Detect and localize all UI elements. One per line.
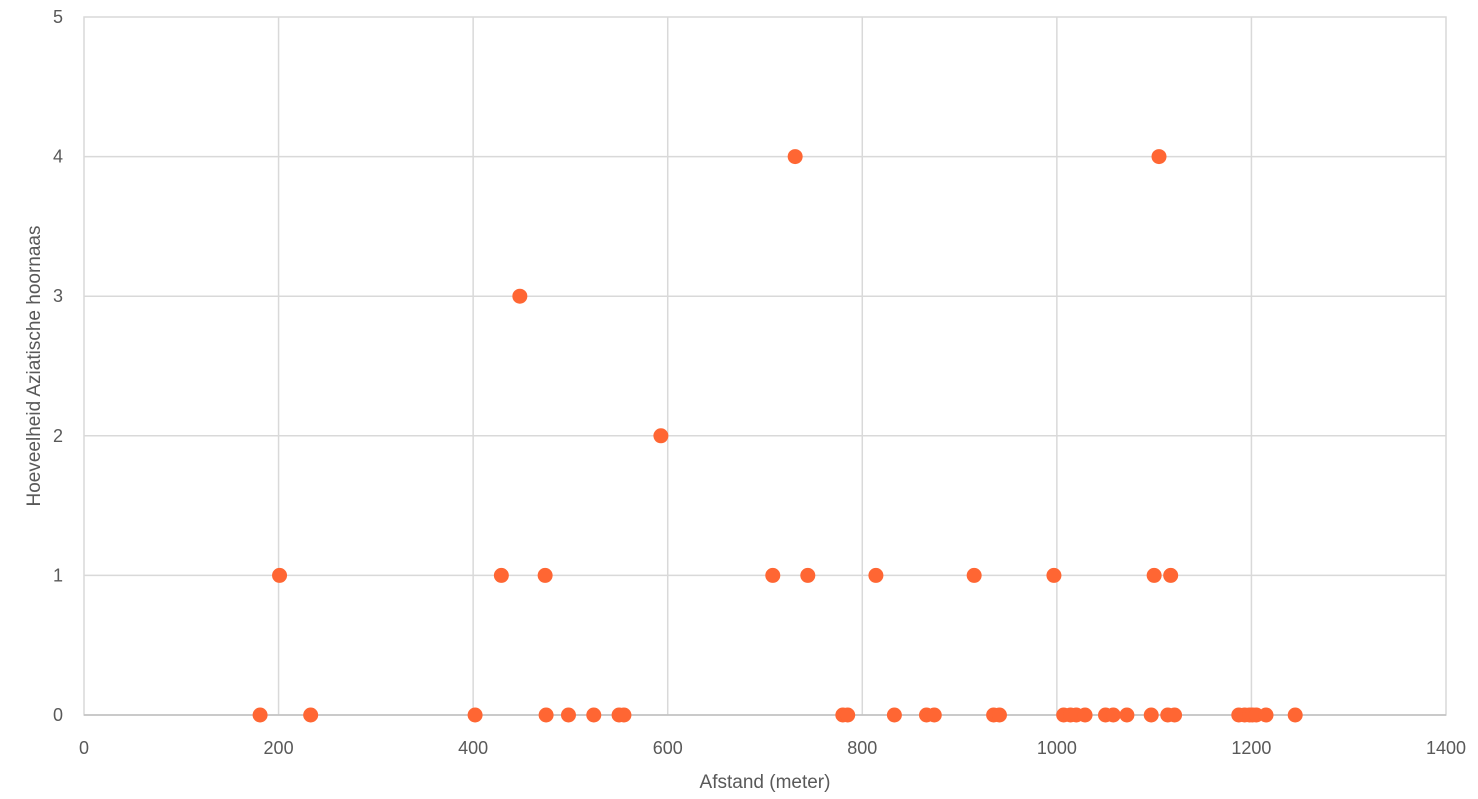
data-point — [1287, 707, 1303, 723]
data-point — [1046, 567, 1062, 583]
data-point — [538, 707, 554, 723]
x-tick-label: 200 — [264, 738, 294, 758]
gridlines — [84, 17, 1446, 715]
plot-area-border — [83, 16, 1447, 716]
x-tick-label: 1200 — [1231, 738, 1271, 758]
data-point — [1151, 149, 1167, 165]
y-tick-label: 2 — [53, 426, 63, 446]
data-point — [1146, 567, 1162, 583]
x-axis-title: Afstand (meter) — [700, 772, 831, 793]
x-tick-label: 600 — [653, 738, 683, 758]
y-tick-label: 1 — [53, 565, 63, 585]
data-point — [537, 567, 553, 583]
data-point — [272, 567, 288, 583]
x-tick-label: 1400 — [1426, 738, 1466, 758]
x-axis-ticks: 0 200 400 600 800 1000 1200 1400 — [79, 738, 1466, 758]
data-point — [512, 288, 528, 304]
data-point — [787, 149, 803, 165]
data-point — [1077, 707, 1093, 723]
x-tick-label: 1000 — [1037, 738, 1077, 758]
x-tick-label: 800 — [847, 738, 877, 758]
data-point — [586, 707, 602, 723]
data-point — [886, 707, 902, 723]
x-tick-label: 0 — [79, 738, 89, 758]
data-point — [1167, 707, 1183, 723]
y-tick-label: 5 — [53, 7, 63, 27]
data-point — [765, 567, 781, 583]
data-point — [1105, 707, 1121, 723]
data-point — [1258, 707, 1274, 723]
data-point — [252, 707, 268, 723]
data-point — [653, 428, 669, 444]
y-axis-ticks: 0 1 2 3 4 5 — [53, 7, 63, 725]
data-point — [966, 567, 982, 583]
data-points — [252, 149, 1303, 723]
data-point — [991, 707, 1007, 723]
data-point — [868, 567, 884, 583]
data-point — [1163, 567, 1179, 583]
y-tick-label: 4 — [53, 147, 63, 167]
data-point — [926, 707, 942, 723]
y-tick-label: 0 — [53, 705, 63, 725]
data-point — [467, 707, 483, 723]
data-point — [800, 567, 816, 583]
data-point — [303, 707, 319, 723]
data-point — [1143, 707, 1159, 723]
data-point — [616, 707, 632, 723]
y-axis-title: Hoeveelheid Aziatische hoornaas — [24, 226, 45, 507]
data-point — [840, 707, 856, 723]
data-point — [493, 567, 509, 583]
y-tick-label: 3 — [53, 286, 63, 306]
data-point — [560, 707, 576, 723]
data-point — [1119, 707, 1135, 723]
x-tick-label: 400 — [458, 738, 488, 758]
